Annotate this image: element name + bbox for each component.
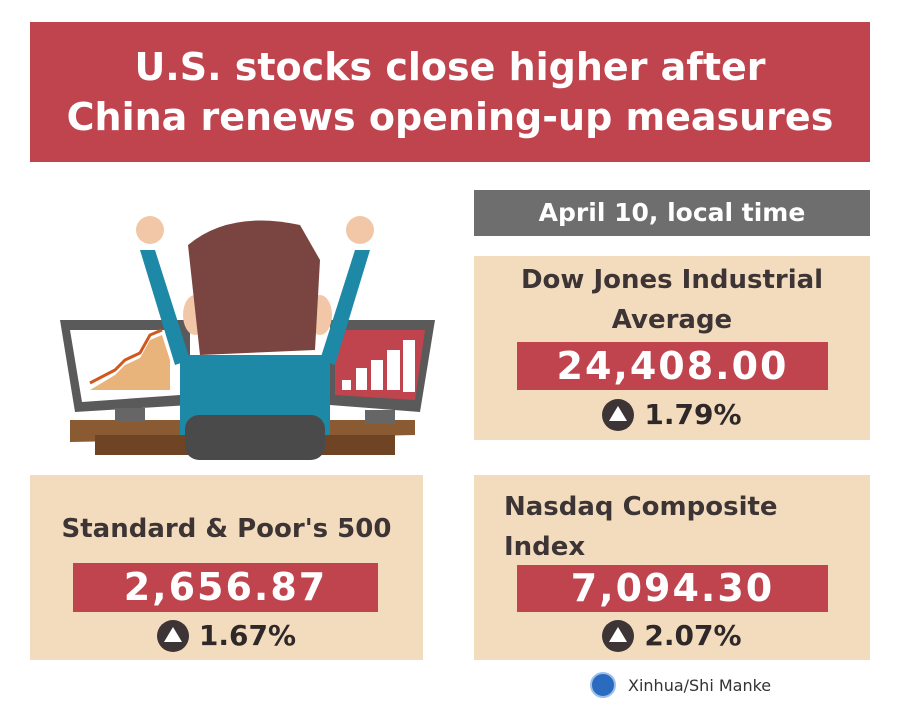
credit-text: Xinhua/Shi Manke [628,675,772,695]
headline-banner: U.S. stocks close higher after China ren… [30,22,870,162]
headline-line-1: U.S. stocks close higher after [134,45,766,89]
nasdaq-panel: Nasdaq Composite Index 7,094.30 2.07% [474,475,870,660]
change-percent: 1.79% [644,398,742,431]
index-name: Dow Jones Industrial Average [520,265,824,335]
index-value: 24,408.00 [517,342,828,390]
change-percent: 2.07% [644,619,742,652]
up-arrow-icon [602,619,635,652]
index-name: Standard & Poor's 500 [61,514,392,544]
change-percent: 1.67% [198,619,297,652]
up-arrow-icon [156,619,189,652]
dow-jones-panel: Dow Jones Industrial Average 24,408.00 1… [474,256,870,440]
credit-line: Xinhua/Shi Manke [590,672,771,698]
index-name: Nasdaq Composite Index [504,492,778,562]
up-arrow-icon [602,398,635,431]
index-value: 2,656.87 [73,563,378,612]
index-change: 1.67% [30,619,423,652]
date-label: April 10, local time [474,190,870,236]
headline-line-2: China renews opening-up measures [66,95,834,139]
xinhua-logo-icon [590,672,616,698]
index-change: 2.07% [474,619,870,652]
celebrating-trader-illustration [60,216,435,460]
sp500-panel: Standard & Poor's 500 2,656.87 1.67% [30,475,423,660]
index-change: 1.79% [474,398,870,431]
index-value: 7,094.30 [517,565,828,612]
